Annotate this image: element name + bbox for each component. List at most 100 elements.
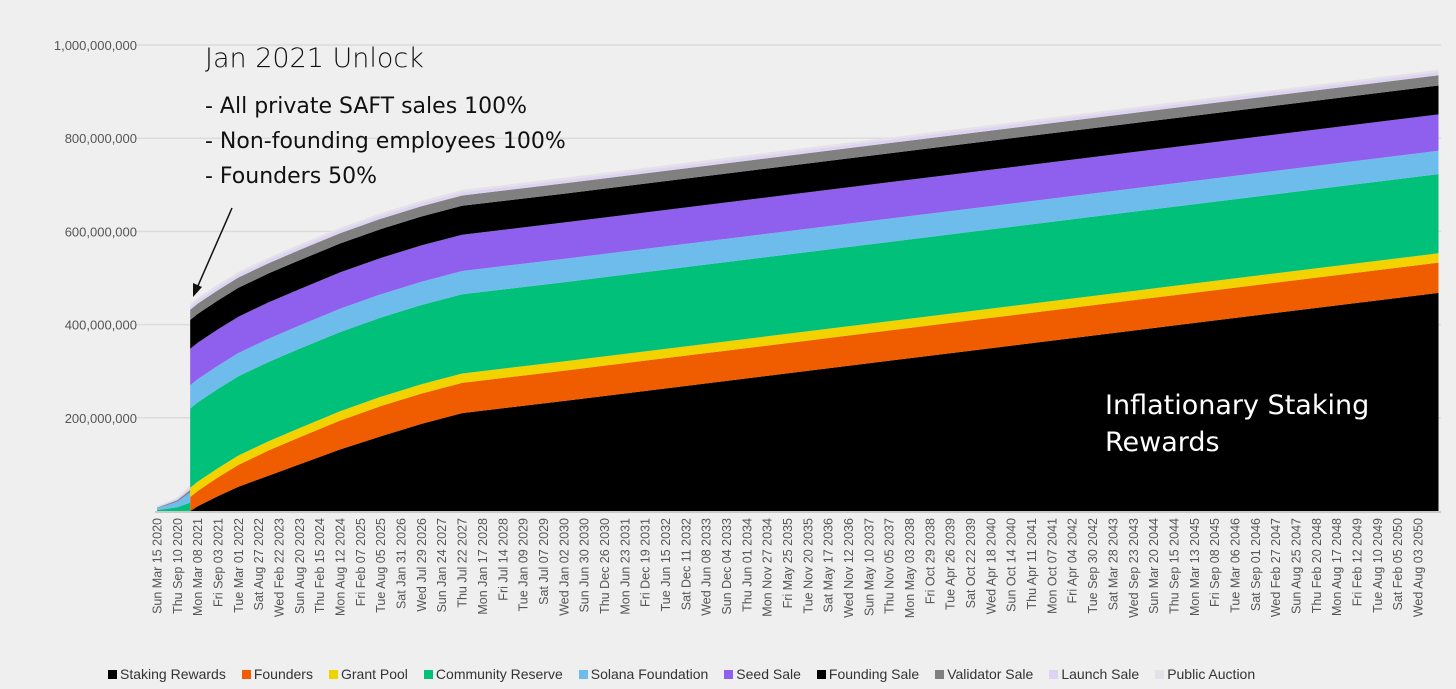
x-tick-label: Fri Feb 12 2049 [1350, 518, 1364, 606]
x-tick-label: Tue Aug 10 2049 [1371, 518, 1385, 613]
staking-rewards-label: Inflationary Staking [1105, 390, 1369, 421]
x-tick-label: Wed Feb 27 2047 [1269, 518, 1283, 617]
legend-swatch [724, 669, 734, 679]
x-tick-label: Sun May 10 2037 [862, 518, 876, 616]
y-tick-label: 1,000,000,000 [54, 38, 137, 53]
x-tick-label: Mon Mar 08 2021 [191, 518, 205, 616]
x-tick-label: Sat Oct 22 2039 [964, 518, 978, 608]
x-tick-label: Sun Dec 04 2033 [720, 518, 734, 615]
x-tick-label: Tue Jan 09 2029 [517, 518, 531, 611]
x-tick-label: Wed Aug 03 2050 [1412, 518, 1426, 617]
x-tick-label: Thu Dec 26 2030 [598, 518, 612, 614]
x-tick-label: Thu Apr 11 2041 [1025, 518, 1039, 610]
legend-item: Founders [241, 666, 313, 682]
x-tick-label: Wed Feb 22 2023 [273, 518, 287, 617]
legend-item: Seed Sale [724, 666, 801, 682]
y-axis-ticks: 200,000,000 400,000,000 600,000,000 800,000… [54, 38, 137, 426]
x-tick-label: Sat Dec 11 2032 [679, 518, 693, 610]
area-staking-rewards [157, 292, 1439, 511]
x-tick-label: Wed Sep 23 2043 [1127, 518, 1141, 618]
area-seed-sale [157, 114, 1439, 509]
x-tick-label: Fri Jul 14 2028 [496, 518, 510, 601]
y-tick-label: 200,000,000 [65, 411, 137, 426]
x-tick-label: Sat May 17 2036 [822, 518, 836, 613]
x-tick-label: Thu Feb 15 2024 [313, 518, 327, 613]
area-founding-sale [157, 85, 1439, 509]
x-tick-label: Fri Sep 08 2045 [1208, 518, 1222, 607]
legend-label: Founding Sale [828, 666, 920, 682]
unlock-annotation-line: - All private SAFT sales 100% [205, 94, 527, 119]
x-tick-label: Thu Sep 10 2020 [171, 518, 185, 614]
legend-item: Community Reserve [423, 666, 563, 682]
x-tick-label: Thu Jun 01 2034 [740, 518, 754, 612]
legend-swatch [935, 669, 945, 679]
area-solana-foundation [157, 150, 1439, 511]
unlock-annotation-title: Jan 2021 Unlock [205, 43, 424, 74]
x-tick-label: Sun Mar 20 2044 [1147, 518, 1161, 614]
x-tick-label: Tue Apr 26 2039 [944, 518, 958, 610]
legend-item: Staking Rewards [108, 666, 226, 682]
x-tick-label: Fri Dec 19 2031 [639, 518, 653, 607]
x-tick-label: Tue Nov 20 2035 [801, 518, 815, 613]
x-tick-label: Sat Aug 27 2022 [252, 518, 266, 610]
x-tick-label: Tue Sep 30 2042 [1086, 518, 1100, 613]
x-tick-label: Sat Sep 01 2046 [1249, 518, 1263, 611]
x-tick-label: Sun Jun 30 2030 [578, 518, 592, 613]
legend-item: Grant Pool [328, 666, 408, 682]
x-tick-label: Wed Apr 18 2040 [984, 518, 998, 614]
y-tick-label: 600,000,000 [65, 224, 137, 239]
x-tick-label: Thu Nov 05 2037 [883, 518, 897, 614]
x-tick-label: Sun Oct 14 2040 [1005, 518, 1019, 612]
x-tick-label: Mon Jan 17 2028 [476, 518, 490, 615]
x-tick-label: Fri Apr 04 2042 [1066, 518, 1080, 604]
x-tick-label: Mon Nov 27 2034 [761, 518, 775, 617]
x-tick-label: Thu Feb 20 2048 [1310, 518, 1324, 613]
legend-swatch [1155, 669, 1165, 679]
legend-swatch [1049, 669, 1059, 679]
x-tick-label: Thu Sep 15 2044 [1167, 518, 1181, 614]
legend-item: Public Auction [1155, 666, 1255, 682]
legend-label: Seed Sale [736, 666, 801, 682]
x-tick-label: Sun Jan 24 2027 [435, 518, 449, 613]
legend-label: Solana Foundation [590, 666, 709, 682]
x-tick-label: Tue Aug 05 2025 [374, 518, 388, 613]
legend-label: Validator Sale [947, 666, 1034, 682]
x-tick-label: Mon Oct 07 2041 [1045, 518, 1059, 614]
legend-label: Launch Sale [1061, 666, 1140, 682]
x-tick-label: Mon Aug 17 2048 [1330, 518, 1344, 616]
x-tick-label: Thu Jul 22 2027 [456, 518, 470, 608]
y-tick-label: 400,000,000 [65, 318, 137, 333]
x-tick-label: Tue Mar 01 2022 [232, 518, 246, 613]
annotation-arrow [193, 207, 233, 297]
unlock-annotation-line: - Founders 50% [205, 164, 377, 189]
legend-swatch [241, 669, 251, 679]
x-tick-label: Sat Jan 31 2026 [395, 518, 409, 609]
legend-swatch [423, 669, 433, 679]
legend-item: Validator Sale [935, 666, 1033, 682]
x-tick-label: Wed Jun 08 2033 [700, 518, 714, 616]
legend-label: Community Reserve [435, 666, 563, 682]
legend-label: Public Auction [1167, 666, 1256, 682]
legend-item: Launch Sale [1049, 666, 1139, 682]
legend-swatch [578, 669, 588, 679]
x-tick-label: Sat Feb 05 2050 [1391, 518, 1405, 610]
x-tick-label: Mon Mar 13 2045 [1188, 518, 1202, 616]
x-tick-label: Sat Jul 07 2029 [537, 518, 551, 605]
x-axis-ticks: Sun Mar 15 2020 Thu Sep 10 2020 Mon Mar 08… [151, 518, 1426, 618]
x-tick-label: Wed Jan 02 2030 [557, 518, 571, 616]
x-tick-label: Mon May 03 2038 [903, 518, 917, 618]
legend-label: Grant Pool [340, 666, 408, 682]
y-tick-label: 800,000,000 [65, 131, 137, 146]
x-tick-label: Fri May 25 2035 [781, 518, 795, 608]
x-tick-label: Wed Jul 29 2026 [415, 518, 429, 612]
area-community-reserve [157, 174, 1439, 511]
area-validator-sale [157, 75, 1439, 509]
x-tick-label: Fri Oct 29 2038 [923, 518, 937, 604]
x-tick-label: Sun Aug 25 2047 [1289, 518, 1303, 614]
staking-rewards-label: Rewards [1105, 427, 1220, 458]
x-tick-label: Wed Nov 12 2036 [842, 518, 856, 618]
legend-item: Founding Sale [816, 666, 920, 682]
x-tick-label: Mon Jun 23 2031 [618, 518, 632, 615]
x-tick-label: Fri Sep 03 2021 [212, 518, 226, 607]
